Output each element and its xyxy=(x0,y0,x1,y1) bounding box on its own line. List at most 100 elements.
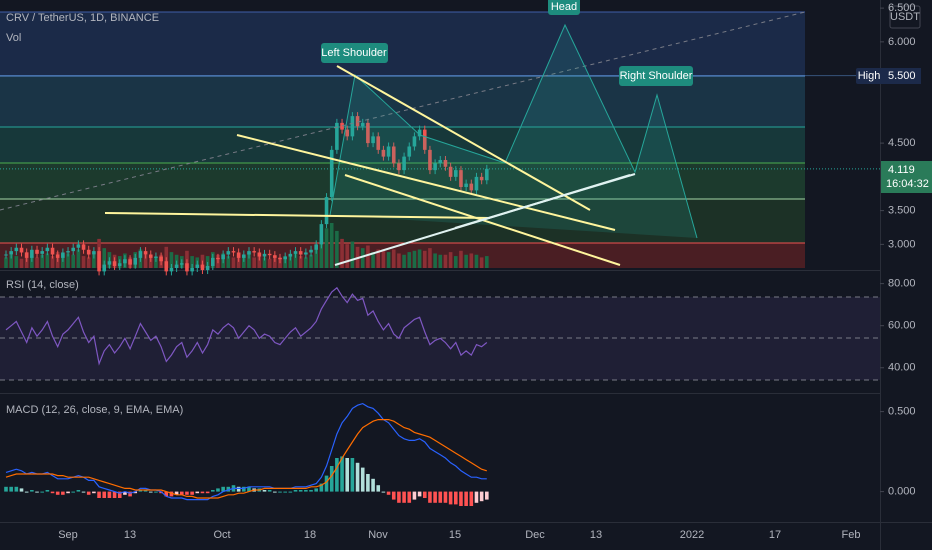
histogram-bar xyxy=(262,490,267,492)
candle xyxy=(262,253,267,257)
candle xyxy=(185,263,189,272)
candle xyxy=(148,254,153,258)
histogram-bar xyxy=(143,490,148,492)
histogram-bar xyxy=(319,483,324,492)
volume-bar xyxy=(433,253,437,268)
candle xyxy=(314,244,318,250)
histogram-bar xyxy=(200,491,205,494)
histogram-bar xyxy=(360,467,365,492)
volume-bar xyxy=(143,254,148,268)
histogram-bar xyxy=(221,486,225,492)
histogram-bar xyxy=(112,491,117,498)
histogram-bar xyxy=(474,491,479,503)
volume-bar xyxy=(267,258,272,268)
histogram-bar xyxy=(422,491,427,498)
candle xyxy=(71,247,76,252)
annotations: Left Shoulder Head Right Shoulder xyxy=(321,0,693,86)
candle xyxy=(102,264,107,272)
histogram-bar xyxy=(19,488,24,492)
histogram-bar xyxy=(459,491,463,506)
volume-bar xyxy=(298,256,303,268)
x-tick-label: 2022 xyxy=(680,529,704,541)
volume-bar xyxy=(314,249,318,268)
volume-bar xyxy=(381,250,386,268)
volume-bar xyxy=(169,252,174,268)
candle xyxy=(443,159,448,167)
candle xyxy=(355,116,360,127)
candle xyxy=(133,257,138,265)
volume-bar xyxy=(407,252,412,268)
candle xyxy=(200,264,205,271)
candle xyxy=(459,170,463,187)
histogram-bar xyxy=(371,478,375,492)
candle xyxy=(464,183,468,187)
volume-bar xyxy=(252,257,256,268)
volume-bar xyxy=(397,253,401,268)
histogram-bar xyxy=(35,491,39,493)
histogram-bar xyxy=(278,491,282,493)
histogram-bar xyxy=(242,486,246,492)
countdown: 16:04:32 xyxy=(886,178,929,190)
histogram-bar xyxy=(50,491,55,494)
histogram-bar xyxy=(479,491,484,502)
candle xyxy=(117,263,122,266)
volume-bar xyxy=(66,253,70,268)
x-tick-label: Sep xyxy=(58,529,78,541)
x-tick-label: Feb xyxy=(842,529,861,541)
volume-bar xyxy=(371,252,375,268)
volume-label: Vol xyxy=(6,32,21,44)
volume-bar xyxy=(50,256,55,268)
histogram-bar xyxy=(66,491,70,494)
candle xyxy=(242,254,246,258)
volume-bar xyxy=(453,256,458,268)
volume-bar xyxy=(92,254,96,268)
volume-bar xyxy=(345,244,350,268)
candle xyxy=(81,244,86,250)
histogram-bar xyxy=(148,491,153,493)
candle xyxy=(226,251,231,255)
histogram-bar xyxy=(97,491,101,498)
y-tick-label: 6.000 xyxy=(888,36,916,48)
candle xyxy=(236,252,241,258)
candle xyxy=(376,136,381,150)
candle xyxy=(216,257,220,260)
volume-bar xyxy=(412,250,417,268)
candle xyxy=(366,122,370,144)
histogram-bar xyxy=(102,491,107,498)
candle xyxy=(469,183,474,191)
candle xyxy=(159,256,163,262)
volume-bar xyxy=(86,257,91,268)
candle xyxy=(407,146,412,157)
candle xyxy=(154,256,158,258)
candle xyxy=(448,166,453,177)
macd-title: MACD (12, 26, close, 9, EMA, EMA) xyxy=(6,404,183,416)
x-tick-label: 17 xyxy=(769,529,781,541)
candle xyxy=(298,251,303,255)
histogram-bar xyxy=(45,490,50,492)
histogram-bar xyxy=(381,491,386,493)
candle xyxy=(211,257,215,266)
histogram-bar xyxy=(154,491,158,493)
candle xyxy=(55,254,60,258)
volume-bar xyxy=(391,249,396,268)
candle xyxy=(4,254,8,256)
volume-bar xyxy=(304,257,308,268)
histogram-bar xyxy=(138,490,143,492)
histogram-bar xyxy=(164,491,169,497)
histogram-bar xyxy=(61,491,65,495)
x-tick-label: 15 xyxy=(449,529,461,541)
histogram-bar xyxy=(350,458,355,492)
candle xyxy=(397,163,401,171)
volume-bar xyxy=(4,257,8,268)
volume-bar xyxy=(464,254,468,268)
histogram-bar xyxy=(433,491,437,503)
histogram-bar xyxy=(324,475,329,492)
candle xyxy=(97,251,101,272)
volume-bar xyxy=(242,256,246,268)
volume-bar xyxy=(459,250,463,268)
histogram-bar xyxy=(216,488,220,492)
histogram-bar xyxy=(464,491,468,506)
volume-bar xyxy=(30,256,34,268)
histogram-bar xyxy=(55,491,60,495)
candle xyxy=(231,251,236,253)
